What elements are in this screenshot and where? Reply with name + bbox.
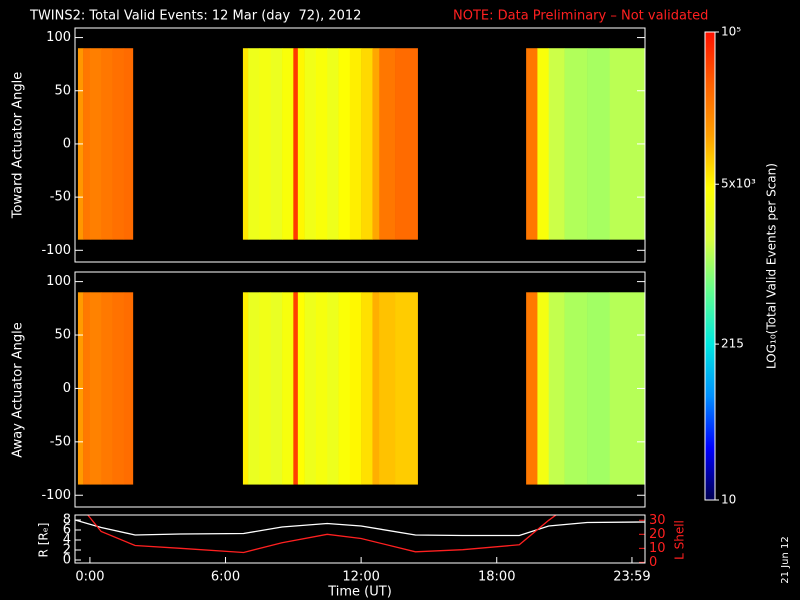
heatmap-cell bbox=[83, 292, 91, 485]
y2-tick-label: 30 bbox=[649, 513, 666, 528]
y-axis-label: Toward Actuator Angle bbox=[11, 72, 26, 219]
heatmap-cell bbox=[293, 48, 299, 240]
heatmap-cell bbox=[537, 292, 550, 485]
x-tick-label: 18:00 bbox=[478, 570, 515, 585]
heatmap-cell bbox=[361, 292, 373, 485]
heatmap-cell bbox=[564, 292, 588, 485]
heatmap-cell bbox=[338, 292, 351, 485]
heatmap-cell bbox=[315, 292, 328, 485]
y-tick-label: 100 bbox=[46, 30, 71, 45]
y-tick-label: 0 bbox=[63, 381, 71, 396]
heatmap-cell bbox=[587, 48, 611, 240]
heatmap-cell bbox=[338, 48, 351, 240]
y-tick-label: 0 bbox=[63, 136, 71, 151]
heatmap-cell bbox=[282, 48, 294, 240]
heatmap-cell bbox=[537, 48, 550, 240]
line-series bbox=[86, 515, 558, 554]
heatmap-cell bbox=[101, 292, 113, 485]
heatmap-cell bbox=[395, 48, 418, 240]
y-tick-label: 100 bbox=[46, 274, 71, 289]
heatmap-cell bbox=[526, 48, 538, 240]
heatmap-cell bbox=[304, 48, 317, 240]
heatmap-cell bbox=[242, 292, 249, 485]
colorbar-tick-label: 5x10³ bbox=[721, 177, 756, 191]
y2-tick-label: 0 bbox=[649, 555, 657, 570]
y2-axis-label: L Shell bbox=[673, 520, 687, 560]
y-axis-label: R [Rₑ] bbox=[37, 523, 51, 558]
line-series bbox=[75, 519, 645, 537]
heatmap-cell bbox=[379, 48, 396, 240]
note: NOTE: Data Preliminary – Not validated bbox=[453, 9, 708, 24]
y2-tick-label: 10 bbox=[649, 541, 666, 556]
y-tick-label: 50 bbox=[54, 83, 71, 98]
plot-frame bbox=[74, 514, 646, 564]
plot-frame bbox=[74, 27, 646, 263]
y-tick-label: 8 bbox=[63, 513, 71, 528]
heatmap-cell bbox=[372, 292, 380, 485]
heatmap-cell bbox=[349, 292, 362, 485]
y-tick-label: 6 bbox=[63, 523, 71, 538]
plot-frame bbox=[74, 271, 646, 508]
heatmap-cell bbox=[372, 48, 380, 240]
y-tick-label: -100 bbox=[41, 243, 71, 258]
x-tick-label: 12:00 bbox=[342, 570, 379, 585]
y-tick-label: 0 bbox=[63, 553, 71, 568]
plot-area bbox=[75, 515, 645, 554]
heatmap-cell bbox=[361, 48, 373, 240]
heatmap-cell bbox=[548, 292, 565, 485]
x-tick-label: 0:00 bbox=[75, 570, 104, 585]
x-tick-label: 23:59 bbox=[613, 570, 650, 585]
heatmap-cell bbox=[101, 48, 113, 240]
heatmap-cell bbox=[379, 292, 396, 485]
heatmap-cell bbox=[327, 292, 339, 485]
heatmap-cell bbox=[526, 292, 538, 485]
heatmap-cell bbox=[123, 48, 134, 240]
heatmap-cell bbox=[564, 48, 588, 240]
heatmap-cell bbox=[259, 48, 272, 240]
heatmap-cell bbox=[248, 48, 260, 240]
y2-tick-label: 20 bbox=[649, 527, 666, 542]
heatmap-cell bbox=[282, 292, 294, 485]
heatmap-cell bbox=[293, 292, 299, 485]
heatmap-cell bbox=[259, 292, 272, 485]
y-tick-label: 2 bbox=[63, 543, 71, 558]
heatmap-cell bbox=[587, 292, 611, 485]
heatmap-cell bbox=[327, 48, 339, 240]
y-tick-label: -50 bbox=[50, 434, 71, 449]
heatmap-cell bbox=[395, 292, 418, 485]
x-axis-label: Time (UT) bbox=[327, 585, 392, 600]
y-axis-label: Away Actuator Angle bbox=[11, 322, 26, 457]
heatmap-cell bbox=[112, 292, 125, 485]
heatmap-cell bbox=[297, 48, 305, 240]
colorbar-tick-label: 10 bbox=[721, 493, 736, 507]
x-tick-label: 6:00 bbox=[211, 570, 240, 585]
heatmap-cell bbox=[270, 292, 283, 485]
chart-title: TWINS2: Total Valid Events: 12 Mar (day … bbox=[29, 9, 361, 24]
y-tick-label: -100 bbox=[41, 488, 71, 503]
date-stamp: 21 Jun 12 bbox=[780, 536, 791, 583]
heatmap-cell bbox=[89, 292, 102, 485]
heatmap-cell bbox=[315, 48, 328, 240]
heatmap-cell bbox=[548, 48, 565, 240]
y-tick-label: 50 bbox=[54, 328, 71, 343]
heatmap-cell bbox=[242, 48, 249, 240]
heatmap-cell bbox=[112, 48, 125, 240]
colorbar-tick-label: 10⁵ bbox=[721, 25, 741, 39]
y-tick-label: 4 bbox=[63, 533, 71, 548]
heatmap-cell bbox=[304, 292, 317, 485]
heatmap-cell bbox=[270, 48, 283, 240]
y-tick-label: -50 bbox=[50, 190, 71, 205]
heatmap-cell bbox=[349, 48, 362, 240]
heatmap-cell bbox=[123, 292, 134, 485]
colorbar bbox=[704, 31, 716, 501]
heatmap-cell bbox=[297, 292, 305, 485]
heatmap-cell bbox=[248, 292, 260, 485]
heatmap-cell bbox=[89, 48, 102, 240]
heatmap-cell bbox=[83, 48, 91, 240]
colorbar-tick-label: 215 bbox=[721, 337, 744, 351]
colorbar-label: LOG₁₀(Total Valid Events per Scan) bbox=[765, 163, 779, 369]
